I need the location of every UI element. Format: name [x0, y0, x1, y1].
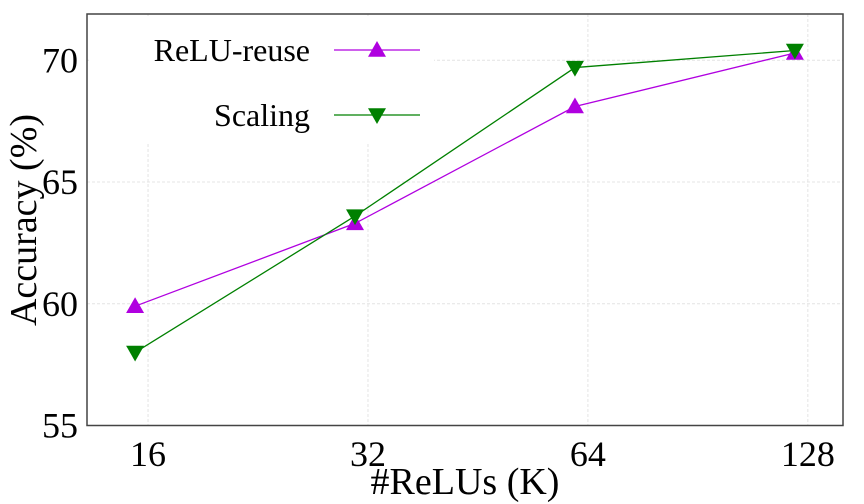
data-point	[565, 97, 584, 114]
legend-label: ReLU-reuse	[154, 32, 310, 68]
plot-frame	[86, 13, 844, 427]
x-axis-label: #ReLUs (K)	[371, 461, 560, 503]
legend-marker	[368, 108, 386, 124]
series-line	[134, 49, 795, 354]
x-tick-label: 128	[781, 434, 835, 474]
legend: ReLU-reuse Scaling	[89, 16, 434, 144]
x-tick-label: 32	[350, 434, 386, 474]
data-point	[565, 60, 584, 77]
y-tick-label: 55	[42, 406, 78, 446]
tick-labels: 16 32 64 128 55 60 65 70	[42, 40, 835, 474]
data-point	[346, 209, 365, 226]
y-tick-label: 65	[42, 162, 78, 202]
data-point	[126, 297, 145, 313]
series-layer	[126, 43, 804, 362]
data-point	[785, 43, 804, 60]
data-point	[126, 345, 145, 362]
y-axis-label: Accuracy (%)	[3, 114, 45, 326]
series-scaling	[126, 43, 804, 362]
legend-marker	[368, 41, 386, 57]
y-tick-label: 60	[42, 284, 78, 324]
x-tick-label: 64	[570, 434, 606, 474]
x-tick-label: 16	[130, 434, 166, 474]
legend-label: Scaling	[214, 97, 310, 133]
y-tick-label: 70	[42, 40, 78, 80]
series-line	[134, 52, 796, 307]
